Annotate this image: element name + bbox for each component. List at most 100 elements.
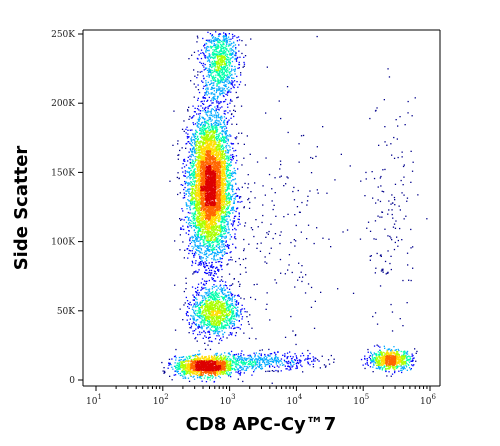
data-point <box>226 59 228 61</box>
data-point <box>228 119 230 121</box>
data-point <box>237 353 240 355</box>
data-point <box>349 165 351 167</box>
data-point <box>218 89 220 91</box>
data-point <box>198 263 200 266</box>
data-point <box>209 295 211 297</box>
data-point <box>240 366 243 368</box>
data-point <box>225 70 227 72</box>
data-point <box>250 191 252 193</box>
data-point <box>203 322 205 324</box>
data-point <box>204 332 207 334</box>
data-point <box>277 351 279 353</box>
data-point <box>201 331 203 334</box>
data-point <box>191 200 193 202</box>
data-point <box>201 313 203 315</box>
data-point <box>189 174 191 176</box>
data-point <box>233 220 235 223</box>
data-point <box>199 145 201 147</box>
data-point <box>392 202 394 204</box>
data-point <box>232 154 234 156</box>
data-point <box>372 358 375 360</box>
data-point <box>286 357 288 360</box>
data-point <box>264 194 266 196</box>
data-point <box>242 380 244 383</box>
data-point <box>295 343 297 346</box>
data-point <box>228 43 230 45</box>
data-point <box>194 189 196 192</box>
data-point <box>194 224 196 226</box>
data-point <box>380 352 382 354</box>
data-point <box>204 318 206 321</box>
data-point <box>402 351 404 353</box>
data-point <box>375 362 377 365</box>
data-point <box>197 236 200 238</box>
data-point <box>221 251 223 254</box>
data-point <box>211 127 213 129</box>
data-point <box>226 194 228 196</box>
data-point <box>188 307 190 309</box>
data-point <box>219 339 221 341</box>
data-point <box>225 240 227 242</box>
data-point <box>200 101 202 103</box>
data-point <box>226 149 228 151</box>
data-point <box>219 102 221 104</box>
data-point <box>214 39 216 41</box>
data-point <box>221 324 223 326</box>
data-point <box>262 185 264 187</box>
data-point <box>201 252 203 254</box>
data-point <box>187 211 189 214</box>
data-point <box>219 58 221 60</box>
data-point <box>192 216 195 219</box>
data-point <box>370 359 372 361</box>
data-point <box>374 362 376 364</box>
data-point <box>231 123 233 125</box>
data-point <box>201 322 203 324</box>
data-point <box>254 356 256 358</box>
data-point <box>286 362 288 364</box>
data-point <box>212 251 214 254</box>
data-point <box>215 112 217 114</box>
data-point <box>237 303 239 305</box>
data-point <box>238 257 240 260</box>
data-point <box>213 248 215 250</box>
data-point <box>213 286 215 288</box>
data-point <box>208 236 211 238</box>
data-point <box>369 366 372 368</box>
data-point <box>193 51 196 53</box>
data-point <box>192 133 194 135</box>
data-point <box>403 194 405 196</box>
data-point <box>197 232 199 234</box>
data-point <box>191 54 193 56</box>
data-point <box>233 316 235 318</box>
data-point <box>202 139 204 141</box>
data-point <box>263 359 265 362</box>
data-point <box>229 321 231 323</box>
data-point <box>230 38 232 40</box>
data-point <box>216 126 218 129</box>
data-point <box>241 362 243 364</box>
data-point <box>218 235 220 237</box>
data-point <box>206 235 208 238</box>
data-point <box>206 60 209 62</box>
data-point <box>224 237 226 239</box>
data-point <box>191 187 194 189</box>
data-point <box>307 349 309 352</box>
data-point <box>217 44 220 46</box>
data-point <box>216 51 218 53</box>
data-point <box>230 91 232 93</box>
data-point <box>205 113 207 115</box>
data-point <box>210 323 213 325</box>
data-point <box>244 225 246 227</box>
data-point <box>201 301 203 303</box>
data-point <box>213 87 215 90</box>
data-point <box>193 176 195 178</box>
data-point <box>293 361 295 363</box>
data-point <box>189 148 192 150</box>
data-point <box>241 350 243 352</box>
data-point <box>376 359 378 361</box>
data-point <box>251 229 254 231</box>
data-point <box>229 332 231 334</box>
data-point <box>296 365 298 367</box>
data-point <box>231 159 233 161</box>
data-point <box>266 303 268 305</box>
